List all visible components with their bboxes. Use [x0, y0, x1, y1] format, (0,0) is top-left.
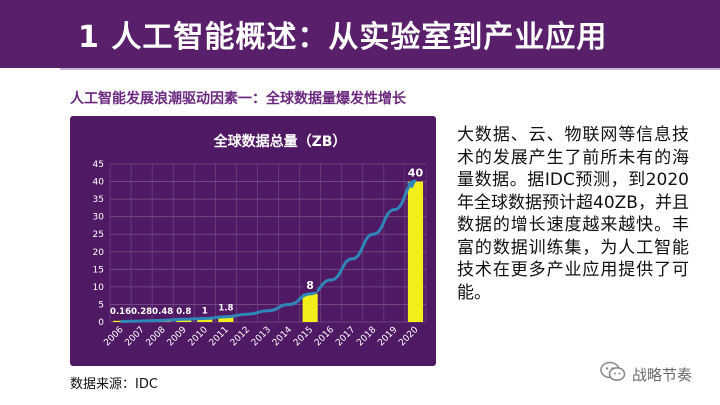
- x-axis: 2006200720082009201020112012201320142015…: [102, 325, 420, 348]
- y-axis: 0 5 10 15 20 25 30 35 40 45: [93, 160, 105, 328]
- chart-title: 全球数据总量（ZB）: [213, 133, 347, 150]
- data-label-bg: [404, 164, 426, 180]
- x-tick-label: 2014: [271, 325, 294, 348]
- y-tick-label: 5: [98, 300, 104, 310]
- title-divider: [60, 68, 720, 70]
- y-tick-label: 30: [93, 213, 105, 223]
- x-tick-label: 2011: [208, 325, 231, 348]
- y-tick-label: 15: [93, 265, 104, 275]
- data-label: 40: [408, 167, 424, 180]
- x-tick-label: 2006: [102, 325, 125, 348]
- source-note: 数据来源：IDC: [70, 377, 158, 392]
- x-tick-label: 2020: [397, 325, 420, 348]
- grid-layer: [109, 163, 427, 323]
- y-tick-label: 25: [93, 230, 104, 240]
- data-label: 0.8: [176, 307, 191, 317]
- x-tick-label: 2013: [250, 325, 273, 348]
- description-text: 大数据、云、物联网等信息技术的发展产生了前所未有的海量数据。据IDC预测，到20…: [457, 125, 689, 303]
- trend-arrowhead: [406, 177, 418, 189]
- trend-curve: [120, 180, 416, 323]
- data-label-bg: [303, 276, 317, 292]
- title-bar: 1 人工智能概述：从实验室到产业应用: [0, 0, 720, 68]
- y-tick-label: 35: [93, 195, 104, 205]
- x-tick-label: 2012: [229, 325, 252, 348]
- x-tick-label: 2019: [376, 325, 399, 348]
- data-label: 0.28: [131, 307, 152, 317]
- data-label-layer: 0.16 0.28 0.48 0.8 1 1.8 8 40: [110, 164, 426, 317]
- bar-2015: [302, 293, 318, 322]
- y-tick-label: 10: [93, 283, 105, 293]
- slide-title: 1 人工智能概述：从实验室到产业应用: [78, 20, 608, 55]
- y-tick-label: 40: [93, 178, 105, 188]
- x-tick-label: 2016: [313, 325, 336, 348]
- trend-curve-layer: [120, 177, 418, 323]
- y-tick-label: 45: [93, 160, 104, 170]
- x-tick-label: 2010: [187, 325, 210, 348]
- x-tick-label: 2007: [123, 325, 146, 348]
- x-tick-label: 2017: [334, 325, 357, 348]
- slide-subtitle: 人工智能发展浪潮驱动因素一：全球数据量爆发性增长: [70, 91, 406, 107]
- x-tick-label: 2018: [355, 325, 378, 348]
- chart-panel: 全球数据总量（ZB） 0 5 10 15 20 25 30 35 40 45 0.16 0.28 0.…: [70, 116, 436, 366]
- wechat-icon: [600, 361, 626, 387]
- data-label: 0.48: [152, 307, 173, 317]
- x-tick-label: 2015: [292, 325, 315, 348]
- x-tick-label: 2009: [166, 325, 189, 348]
- data-label: 0.16: [110, 307, 131, 317]
- brand-name: 战略节奏: [632, 365, 693, 384]
- x-tick-label: 2008: [145, 325, 168, 348]
- data-label: 8: [306, 279, 314, 292]
- bar-2011: [218, 315, 234, 322]
- bar-2010: [197, 318, 213, 322]
- bar-2020: [407, 181, 424, 322]
- brand-badge: 战略节奏: [600, 360, 692, 388]
- data-label: 1.8: [218, 304, 233, 314]
- data-label: 1: [202, 306, 208, 316]
- y-tick-label: 0: [98, 318, 104, 328]
- y-tick-label: 20: [93, 248, 105, 258]
